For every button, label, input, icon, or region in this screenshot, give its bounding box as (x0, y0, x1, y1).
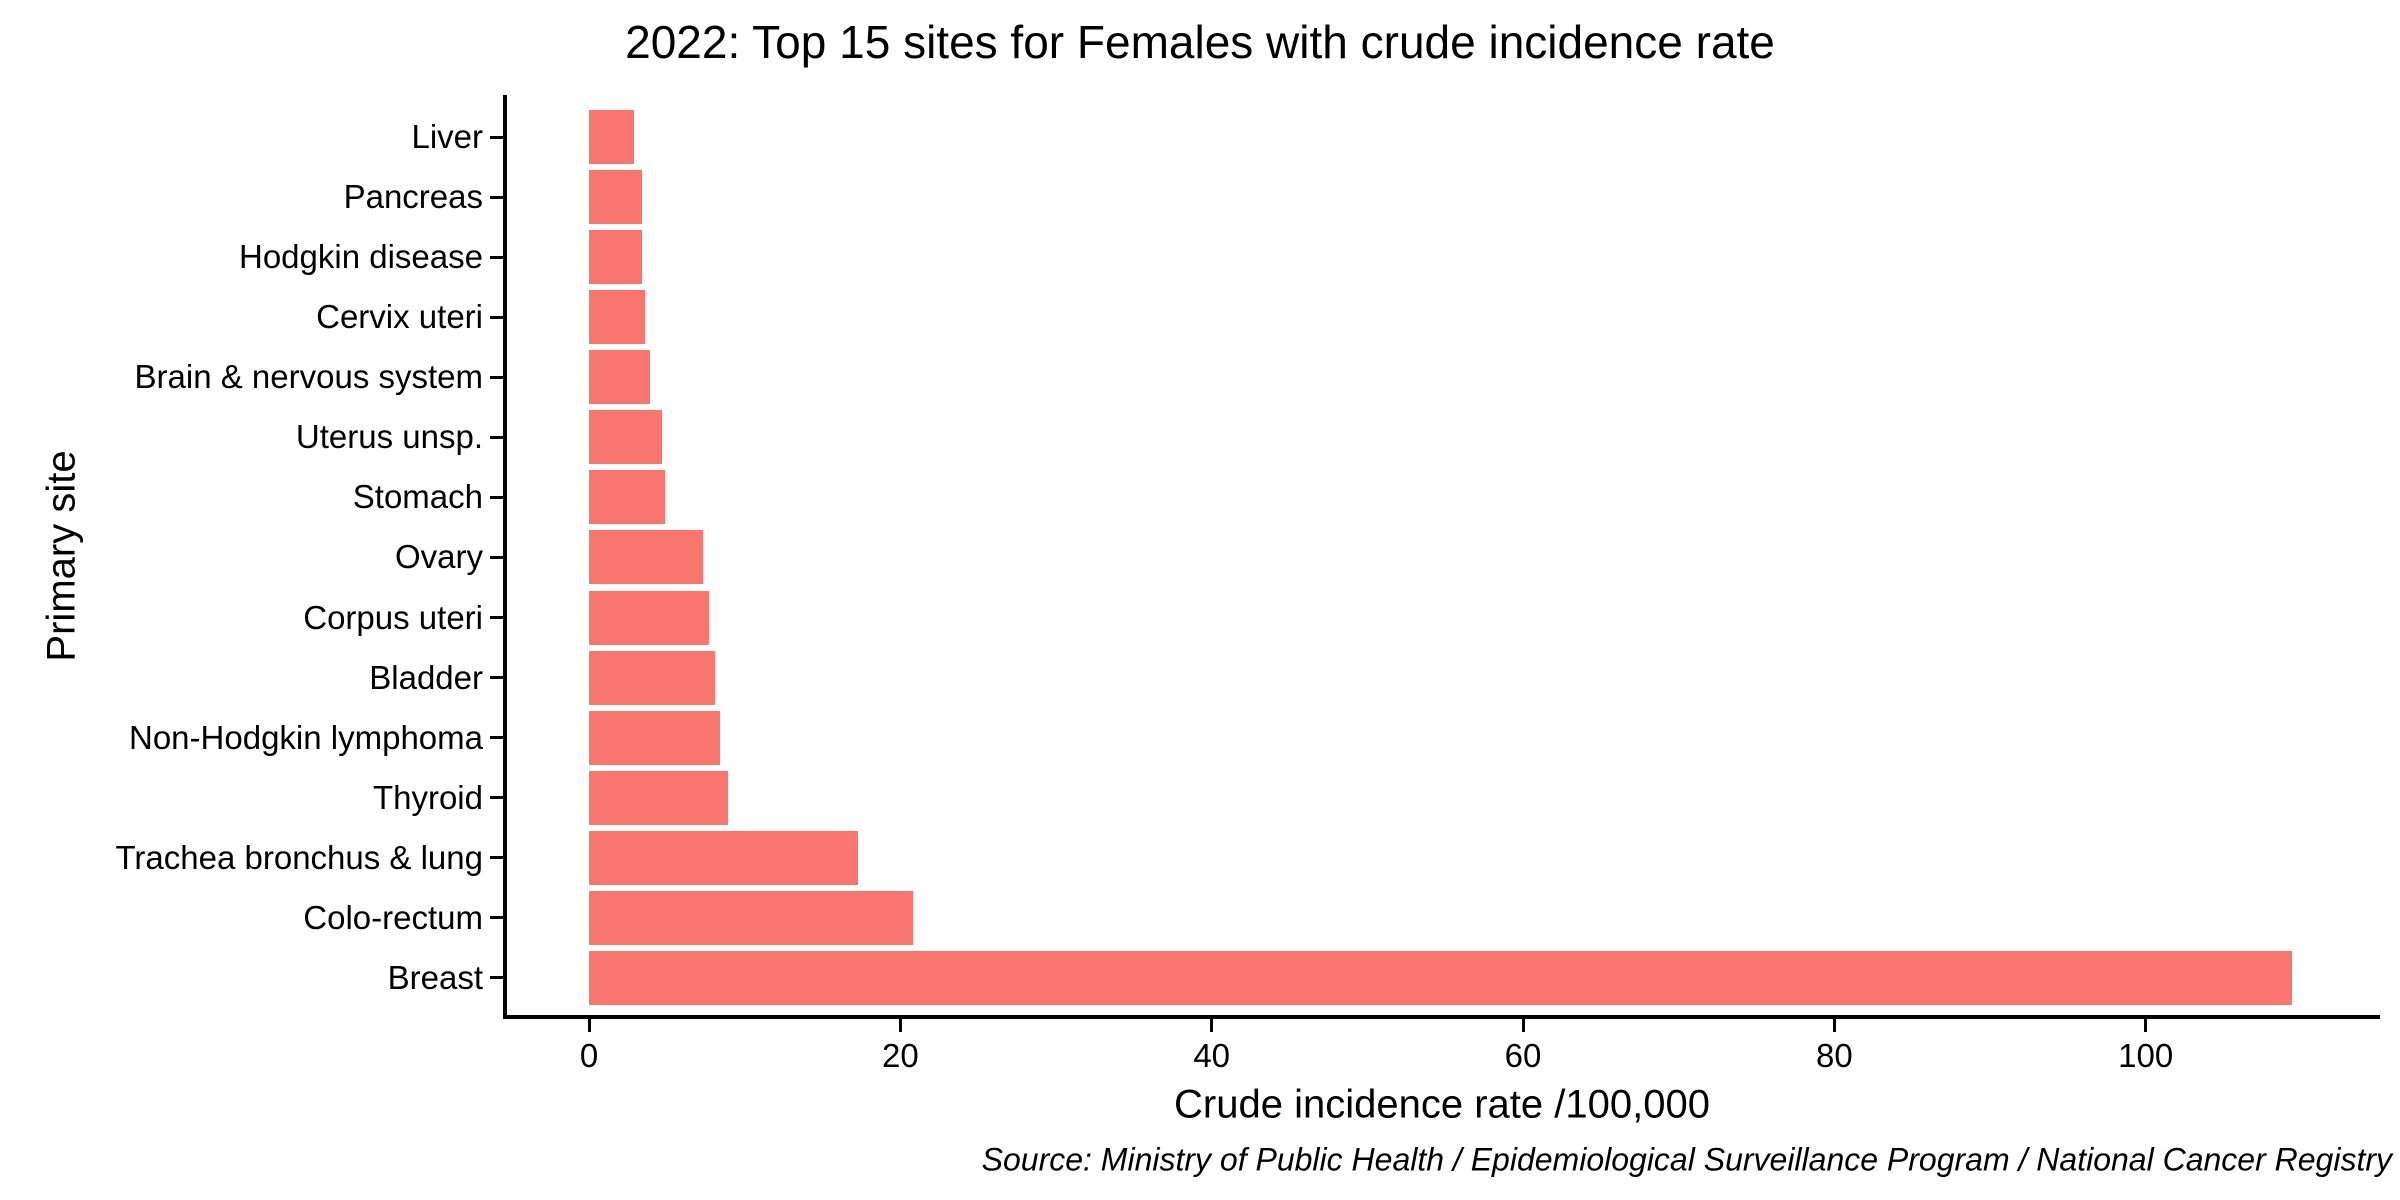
y-tick (490, 616, 503, 620)
x-tick (2144, 1019, 2148, 1032)
bar (589, 710, 720, 765)
source-note: Source: Ministry of Public Health / Epid… (981, 1141, 2392, 1178)
category-label: Stomach (352, 478, 483, 516)
category-label: Uterus unsp. (295, 418, 483, 456)
y-tick (490, 736, 503, 740)
y-tick (490, 976, 503, 980)
y-tick (490, 856, 503, 860)
x-axis-line (503, 1015, 2380, 1019)
bar (589, 170, 642, 225)
x-tick-label: 60 (1504, 1037, 1542, 1074)
category-label: Breast (387, 958, 483, 996)
bar (589, 590, 709, 645)
bar (589, 890, 913, 945)
x-tick-label: 80 (1816, 1037, 1853, 1074)
bar (589, 530, 703, 585)
category-label: Brain & nervous system (134, 358, 483, 396)
x-tick (587, 1019, 591, 1032)
x-tick (1210, 1019, 1214, 1032)
bar (589, 290, 646, 345)
category-label: Bladder (369, 658, 483, 696)
y-axis-title: Primary site (39, 450, 84, 662)
bar (589, 410, 663, 465)
bar (589, 230, 642, 285)
y-tick (490, 315, 503, 319)
x-tick-label: 40 (1193, 1037, 1231, 1074)
y-tick (490, 375, 503, 379)
category-label: Hodgkin disease (239, 238, 483, 276)
x-tick-label: 100 (2118, 1037, 2174, 1074)
y-tick (490, 916, 503, 920)
category-label: Colo-rectum (303, 898, 483, 936)
category-label: Corpus uteri (303, 598, 483, 636)
y-tick (490, 555, 503, 559)
chart-title: 2022: Top 15 sites for Females with crud… (625, 16, 1775, 68)
y-axis-line (503, 95, 507, 1019)
bar (589, 110, 635, 164)
bar (589, 950, 2293, 1005)
y-tick (490, 135, 503, 139)
category-label: Thyroid (372, 778, 483, 816)
category-label: Pancreas (343, 178, 483, 216)
bar (589, 770, 728, 825)
x-tick-label: 0 (579, 1037, 599, 1074)
category-label: Liver (411, 118, 483, 155)
bar (589, 830, 859, 885)
bar (589, 470, 666, 525)
y-tick (490, 255, 503, 259)
x-tick (898, 1019, 902, 1032)
y-tick (490, 676, 503, 680)
x-tick (1832, 1019, 1836, 1032)
bar (589, 350, 650, 405)
y-tick (490, 495, 503, 499)
category-label: Non-Hodgkin lymphoma (129, 718, 483, 756)
bar (589, 650, 716, 705)
y-tick (490, 195, 503, 199)
y-tick (490, 796, 503, 800)
category-label: Ovary (394, 538, 483, 576)
category-label: Trachea bronchus & lung (115, 838, 484, 876)
y-tick (490, 435, 503, 439)
x-tick-label: 20 (881, 1037, 919, 1074)
x-tick (1521, 1019, 1525, 1032)
category-label: Cervix uteri (316, 298, 483, 336)
x-axis-title: Crude incidence rate /100,000 (1174, 1082, 1710, 1127)
